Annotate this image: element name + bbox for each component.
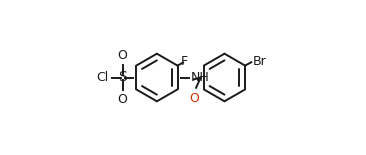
Text: Br: Br [253, 55, 266, 68]
Text: O: O [190, 92, 199, 105]
Text: O: O [118, 49, 128, 62]
Text: F: F [181, 55, 188, 68]
Text: Cl: Cl [97, 71, 109, 84]
Text: S: S [118, 71, 127, 84]
Text: O: O [118, 93, 128, 106]
Text: NH: NH [190, 71, 209, 84]
